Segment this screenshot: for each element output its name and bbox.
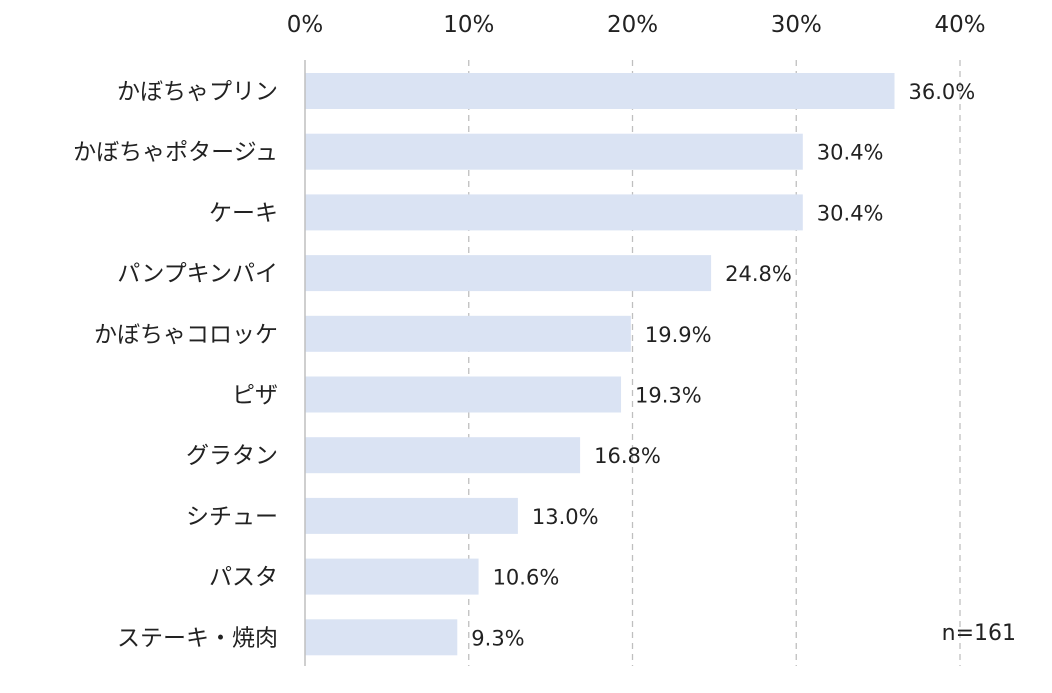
data-label: 36.0% <box>909 80 976 104</box>
data-label: 30.4% <box>817 141 884 165</box>
data-label: 30.4% <box>817 201 884 225</box>
bar <box>305 376 622 413</box>
category-label: パスタ <box>209 565 278 591</box>
category-label: ステーキ・焼肉 <box>117 625 278 651</box>
category-label: ピザ <box>232 383 278 409</box>
bar <box>305 619 458 656</box>
data-label: 24.8% <box>725 262 792 286</box>
data-label: 19.9% <box>645 323 712 347</box>
bar <box>305 558 479 595</box>
bar <box>305 437 581 474</box>
data-label: 19.3% <box>635 384 702 408</box>
bar <box>305 255 712 292</box>
category-label: シチュー <box>186 504 278 530</box>
category-label: かぼちゃプリン <box>117 79 278 105</box>
category-label: ケーキ <box>209 200 278 226</box>
labels: かぼちゃプリン 36.0% かぼちゃポタージュ 30.4% ケーキ 30.4% パンプキンパ… <box>73 79 975 651</box>
bar <box>305 133 803 170</box>
category-label: かぼちゃポタージュ <box>73 140 278 166</box>
data-label: 16.8% <box>594 444 661 468</box>
x-tick-label: 10% <box>443 12 494 38</box>
bar <box>305 315 631 352</box>
x-tick-label: 20% <box>607 12 658 38</box>
category-label: グラタン <box>186 443 278 469</box>
bar <box>305 497 518 534</box>
data-label: 9.3% <box>471 626 524 650</box>
x-tick-label: 30% <box>771 12 822 38</box>
bars <box>305 73 895 656</box>
x-tick-label: 40% <box>934 12 985 38</box>
bar <box>305 194 803 231</box>
category-label: パンプキンパイ <box>117 261 278 287</box>
bar <box>305 73 895 109</box>
data-label: 13.0% <box>532 505 599 529</box>
category-label: かぼちゃコロッケ <box>94 322 278 348</box>
x-tick-label: 0% <box>287 12 324 38</box>
sample-size-note: n=161 <box>942 621 1016 646</box>
data-label: 10.6% <box>493 566 560 590</box>
axes: 0% 10% 20% 30% 40% <box>287 12 986 666</box>
